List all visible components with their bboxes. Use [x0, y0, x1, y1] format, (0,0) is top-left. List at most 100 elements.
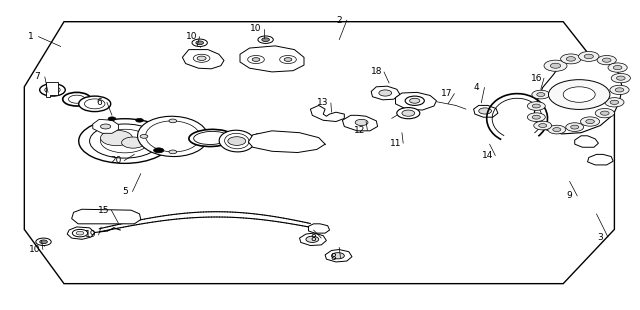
Ellipse shape	[189, 129, 234, 147]
Text: 15: 15	[98, 206, 109, 215]
Text: 8: 8	[330, 253, 335, 263]
Circle shape	[600, 111, 609, 115]
Circle shape	[63, 92, 91, 106]
Circle shape	[597, 55, 616, 65]
Circle shape	[68, 95, 85, 103]
Text: 16: 16	[531, 73, 542, 83]
Polygon shape	[588, 154, 613, 165]
Circle shape	[252, 58, 260, 61]
Text: 11: 11	[390, 139, 401, 148]
Circle shape	[602, 58, 611, 62]
Polygon shape	[93, 119, 118, 133]
Circle shape	[100, 124, 111, 129]
Polygon shape	[72, 209, 141, 224]
Text: 7: 7	[35, 72, 40, 82]
Circle shape	[532, 104, 540, 108]
Circle shape	[248, 55, 264, 64]
Polygon shape	[24, 22, 614, 284]
Circle shape	[610, 85, 629, 95]
Circle shape	[379, 90, 392, 96]
Circle shape	[410, 98, 420, 103]
Circle shape	[561, 54, 581, 64]
Circle shape	[548, 125, 566, 134]
Text: 3: 3	[598, 232, 603, 242]
Text: 19: 19	[85, 230, 97, 240]
Circle shape	[258, 36, 273, 43]
Circle shape	[198, 135, 205, 138]
Circle shape	[76, 231, 84, 235]
Polygon shape	[575, 136, 598, 147]
Text: 20: 20	[111, 156, 122, 165]
Circle shape	[169, 150, 177, 154]
Circle shape	[72, 229, 88, 237]
Circle shape	[613, 65, 622, 70]
Circle shape	[197, 56, 206, 60]
Polygon shape	[342, 115, 378, 131]
Circle shape	[608, 63, 627, 72]
Circle shape	[580, 117, 600, 126]
Circle shape	[332, 253, 344, 259]
Circle shape	[563, 87, 595, 102]
Text: 10: 10	[29, 245, 41, 254]
Polygon shape	[371, 86, 400, 100]
Polygon shape	[325, 250, 352, 262]
Circle shape	[140, 135, 148, 138]
Polygon shape	[182, 50, 224, 69]
Circle shape	[584, 54, 593, 59]
Polygon shape	[46, 82, 58, 97]
Polygon shape	[396, 92, 436, 110]
Circle shape	[402, 110, 415, 116]
Circle shape	[605, 98, 624, 107]
Circle shape	[611, 73, 630, 83]
Circle shape	[355, 119, 368, 126]
Polygon shape	[534, 56, 622, 134]
Circle shape	[36, 238, 51, 246]
Circle shape	[108, 117, 116, 121]
Polygon shape	[308, 224, 330, 233]
Ellipse shape	[219, 130, 255, 152]
Circle shape	[616, 76, 625, 80]
Circle shape	[154, 148, 164, 153]
Text: 10: 10	[250, 24, 262, 33]
Circle shape	[284, 58, 292, 61]
Circle shape	[192, 39, 207, 46]
Circle shape	[534, 121, 552, 130]
Circle shape	[196, 41, 204, 45]
Circle shape	[532, 115, 540, 119]
Circle shape	[566, 123, 584, 131]
Circle shape	[548, 80, 610, 109]
Circle shape	[90, 124, 160, 158]
Circle shape	[532, 90, 550, 99]
Text: 8: 8	[311, 233, 316, 243]
Polygon shape	[310, 105, 344, 122]
Circle shape	[136, 118, 143, 122]
Text: 5: 5	[122, 187, 127, 196]
Circle shape	[40, 84, 65, 96]
Ellipse shape	[145, 121, 200, 152]
Circle shape	[79, 96, 111, 112]
Circle shape	[610, 100, 619, 104]
Circle shape	[84, 99, 105, 109]
Circle shape	[100, 130, 132, 146]
Circle shape	[100, 129, 149, 153]
Text: 13: 13	[317, 98, 329, 108]
Circle shape	[537, 93, 545, 96]
Text: 17: 17	[441, 89, 452, 98]
Circle shape	[544, 60, 567, 71]
Circle shape	[586, 119, 595, 124]
Ellipse shape	[225, 133, 249, 149]
Circle shape	[262, 38, 269, 42]
Circle shape	[553, 128, 561, 131]
Circle shape	[122, 137, 145, 148]
Circle shape	[228, 137, 246, 145]
Polygon shape	[67, 227, 95, 239]
Polygon shape	[300, 233, 326, 246]
Circle shape	[550, 63, 561, 68]
Ellipse shape	[138, 116, 208, 157]
Circle shape	[405, 96, 424, 105]
Circle shape	[571, 125, 579, 129]
Text: 1: 1	[28, 32, 33, 41]
Ellipse shape	[194, 131, 228, 144]
Text: 14: 14	[482, 151, 493, 160]
Circle shape	[579, 51, 599, 61]
